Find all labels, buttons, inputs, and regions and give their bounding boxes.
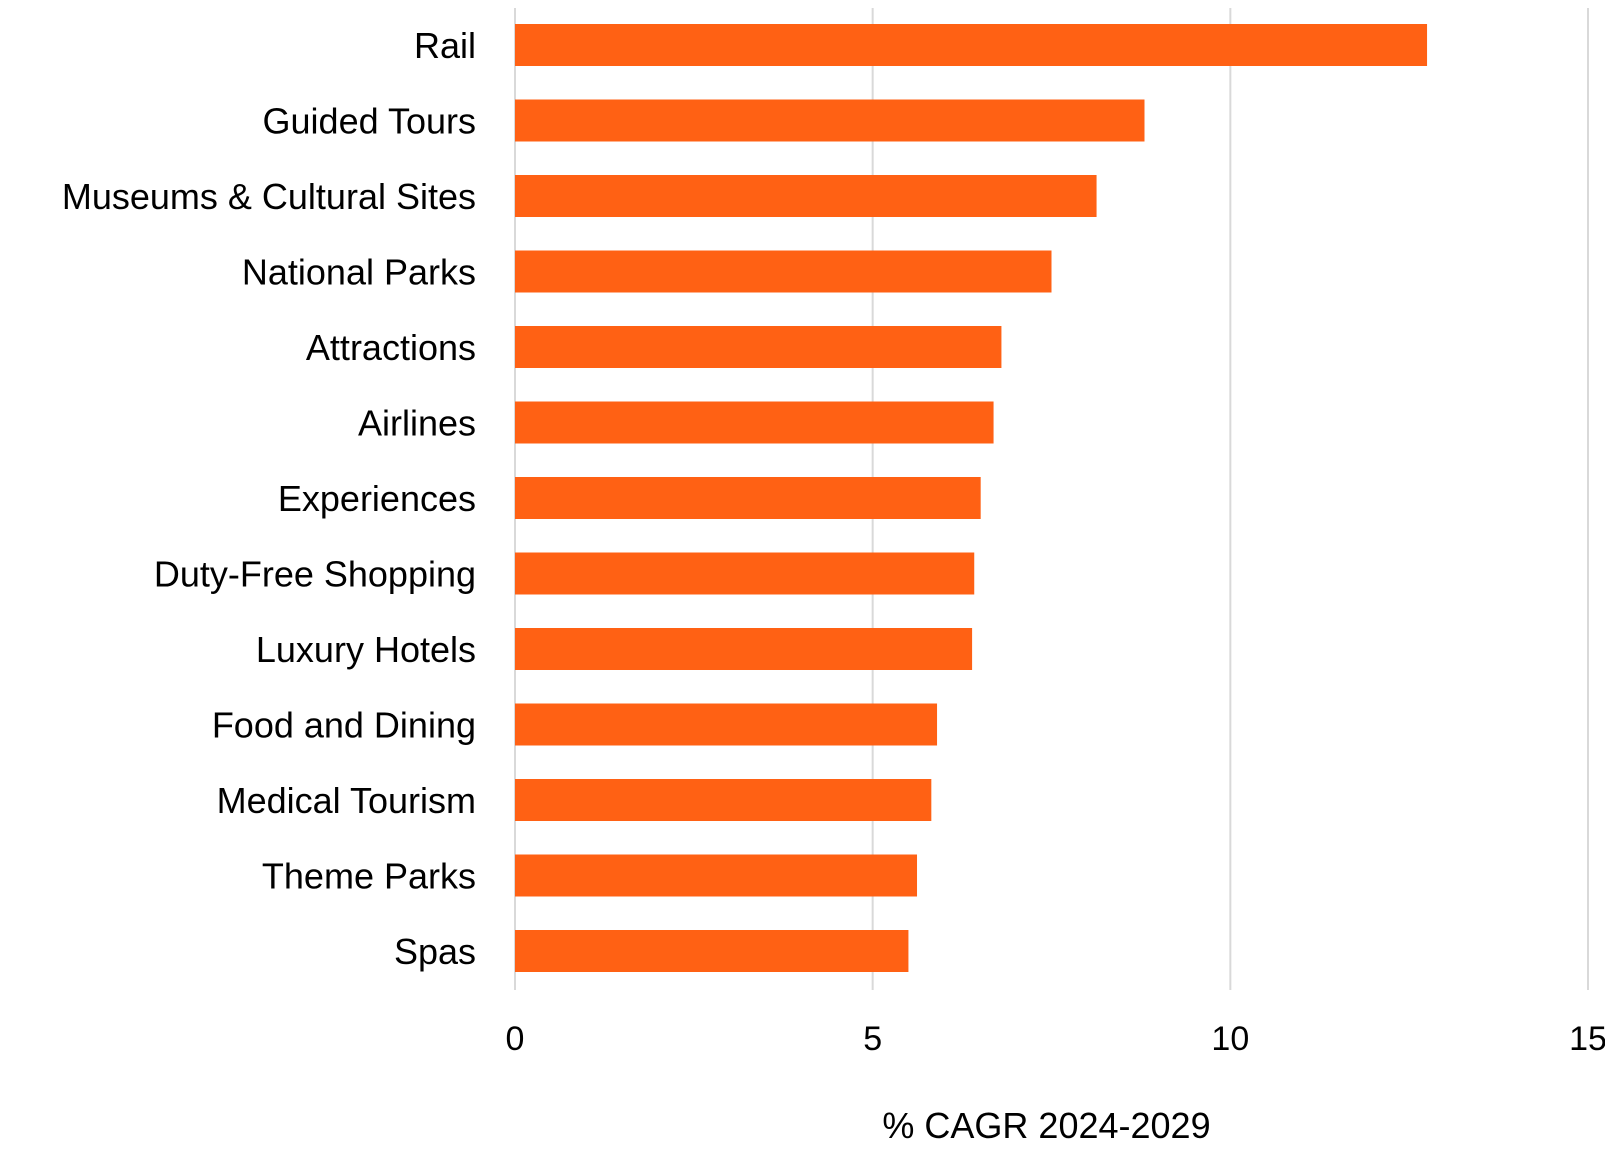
category-label: Airlines — [358, 403, 476, 444]
x-tick-labels: 0 5 10 15 — [506, 1020, 1605, 1058]
bar-national-parks — [515, 250, 1052, 293]
bar-theme-parks — [515, 854, 918, 897]
bar-airlines — [515, 401, 994, 444]
bar-spas — [515, 930, 909, 972]
bar-duty-free-shopping — [515, 552, 975, 595]
bar-guided-tours — [515, 99, 1145, 142]
category-label: Rail — [414, 25, 476, 66]
category-label: Museums & Cultural Sites — [62, 176, 476, 217]
category-label: Medical Tourism — [217, 780, 476, 821]
bar-experiences — [515, 477, 981, 519]
bar-attractions — [515, 326, 1002, 368]
bar-luxury-hotels — [515, 628, 973, 670]
bar-rail — [515, 24, 1428, 66]
category-label: Experiences — [278, 478, 476, 519]
x-tick-label: 0 — [506, 1020, 525, 1058]
category-label: Luxury Hotels — [256, 629, 476, 670]
category-label: Theme Parks — [262, 856, 476, 897]
category-label: National Parks — [242, 252, 476, 293]
bars — [515, 24, 1428, 972]
category-label: Guided Tours — [263, 101, 476, 142]
bar-food-and-dining — [515, 703, 938, 746]
category-label: Food and Dining — [212, 705, 476, 746]
category-label: Spas — [394, 931, 476, 972]
category-labels: Rail Guided Tours Museums & Cultural Sites… — [62, 25, 476, 972]
bar-museums-cultural-sites — [515, 175, 1097, 217]
category-label: Duty-Free Shopping — [154, 554, 476, 595]
x-tick-label: 10 — [1211, 1020, 1249, 1058]
x-tick-label: 15 — [1569, 1020, 1605, 1058]
x-tick-label: 5 — [863, 1020, 882, 1058]
category-label: Attractions — [306, 327, 476, 368]
bar-medical-tourism — [515, 779, 932, 821]
x-axis-title: % CAGR 2024-2029 — [882, 1105, 1210, 1146]
